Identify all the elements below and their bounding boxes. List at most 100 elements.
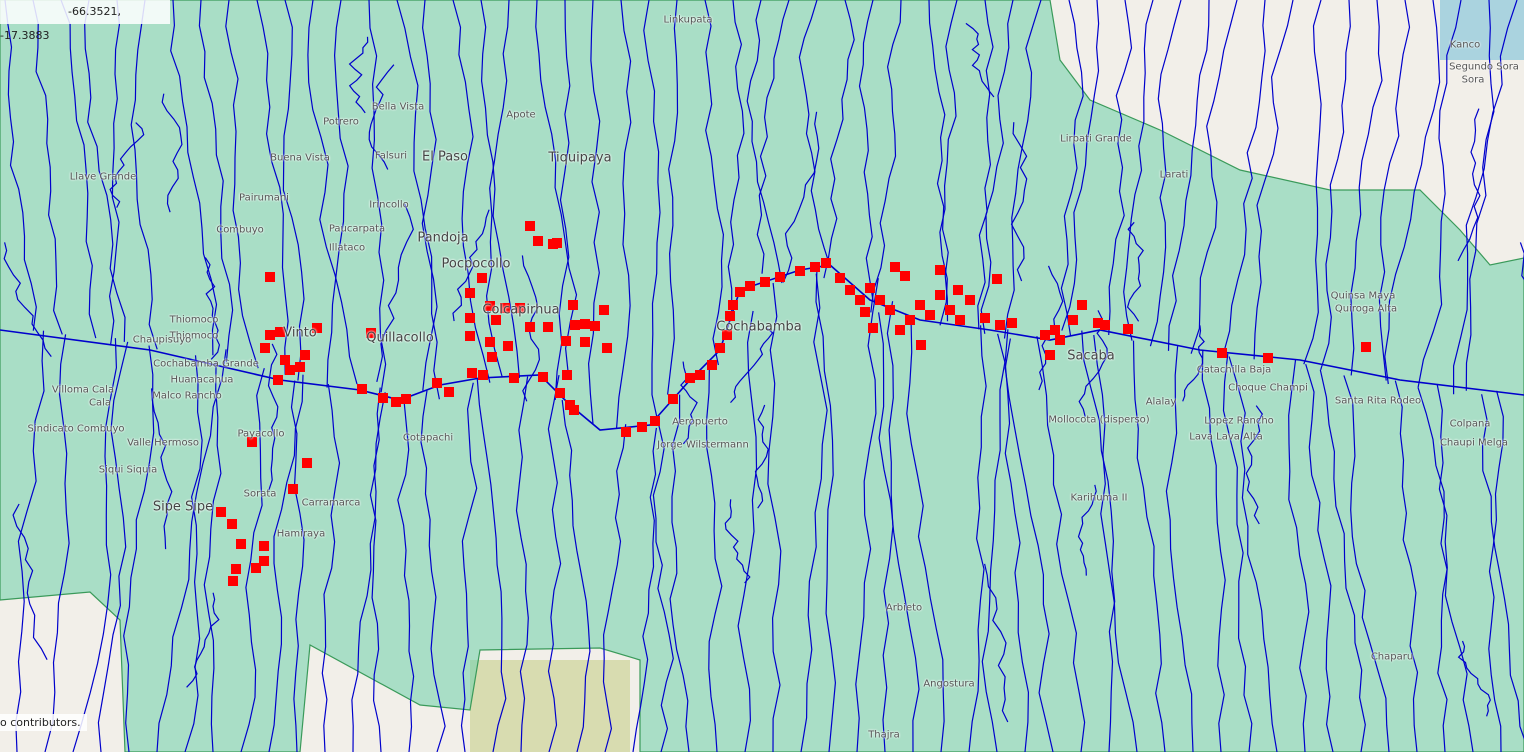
river	[123, 345, 155, 752]
river	[1061, 0, 1100, 331]
point-marker	[722, 330, 732, 340]
river	[60, 0, 97, 339]
river	[800, 273, 828, 752]
river	[476, 377, 507, 752]
point-marker	[925, 310, 935, 320]
river	[204, 257, 221, 360]
point-marker	[1068, 315, 1078, 325]
river	[1060, 0, 1084, 337]
place-label: Quiroga Alta	[1334, 303, 1398, 315]
river	[1457, 108, 1481, 262]
river	[1228, 356, 1278, 752]
point-marker	[810, 262, 820, 272]
point-marker	[715, 343, 725, 353]
place-label: Quillacollo	[366, 330, 434, 346]
river	[667, 0, 679, 395]
river	[705, 364, 723, 752]
river	[186, 592, 220, 688]
river	[161, 93, 183, 213]
place-label: Cotapachi	[402, 432, 454, 444]
river	[724, 499, 751, 584]
river	[1010, 122, 1028, 282]
river	[348, 36, 369, 114]
point-layer	[216, 221, 1371, 586]
place-label: Valle Hermoso	[127, 437, 199, 449]
place-label: Siqui Siquia	[98, 464, 158, 476]
river	[1190, 0, 1238, 354]
point-marker	[275, 327, 285, 337]
river	[730, 327, 774, 404]
point-marker	[1100, 320, 1110, 330]
point-marker	[745, 281, 755, 291]
river	[515, 376, 529, 752]
river	[977, 0, 994, 330]
place-label: Falsuri	[374, 150, 408, 162]
place-label: Irincollo	[369, 199, 409, 211]
place-label: El Paso	[422, 149, 468, 165]
point-marker	[561, 336, 571, 346]
place-label: Sacaba	[1067, 348, 1115, 364]
point-marker	[302, 458, 312, 468]
river	[321, 384, 341, 752]
river	[421, 0, 438, 391]
river	[1123, 0, 1154, 341]
place-label: Aeropuerto	[672, 416, 728, 428]
point-marker	[1077, 300, 1087, 310]
place-label: Combuyo	[216, 224, 264, 236]
point-marker	[280, 355, 290, 365]
river	[632, 427, 657, 752]
point-marker	[265, 272, 275, 282]
place-label: Arbieto	[885, 602, 923, 614]
river	[268, 374, 304, 752]
place-label: Pandoja	[417, 230, 469, 246]
river	[1481, 394, 1524, 740]
point-marker	[1093, 318, 1103, 328]
river	[225, 0, 259, 369]
river	[84, 0, 126, 342]
place-label: Sorata	[243, 488, 277, 500]
river	[198, 0, 234, 362]
point-marker	[487, 352, 497, 362]
river	[798, 0, 831, 268]
point-marker	[465, 313, 475, 323]
river	[602, 424, 627, 752]
point-marker	[525, 221, 535, 231]
place-label: Sindicato Combuyo	[27, 423, 125, 435]
river	[652, 424, 674, 752]
river	[984, 563, 1009, 723]
river	[130, 0, 158, 350]
point-marker	[860, 307, 870, 317]
point-marker	[775, 272, 785, 282]
river	[1093, 334, 1138, 752]
place-label: Cochabamba	[716, 319, 802, 335]
point-marker	[855, 295, 865, 305]
point-marker	[552, 238, 562, 248]
point-marker	[621, 427, 631, 437]
place-label: Thajra	[868, 729, 900, 741]
place-label: Pocpocollo	[441, 256, 511, 272]
point-marker	[227, 519, 237, 529]
river	[767, 282, 782, 752]
place-label: Karihuma II	[1070, 492, 1128, 504]
river	[326, 0, 349, 388]
place-label: Sora	[1461, 74, 1485, 86]
river	[1457, 640, 1491, 717]
river	[587, 0, 601, 425]
place-label: Cochabamba Grande	[153, 358, 259, 370]
point-marker	[1123, 324, 1133, 334]
place-label: Vinto	[283, 325, 317, 341]
river	[746, 0, 783, 284]
place-label: Choque Champi	[1228, 382, 1308, 394]
point-marker	[485, 301, 495, 311]
place-label: Colpana	[1449, 418, 1491, 430]
point-marker	[285, 365, 295, 375]
river	[1222, 0, 1266, 357]
river	[15, 330, 45, 752]
point-marker	[231, 564, 241, 574]
place-label: Sipe Sipe	[152, 499, 214, 515]
river	[815, 267, 837, 752]
place-label: Lava Lava Alta	[1189, 431, 1263, 443]
point-marker	[401, 394, 411, 404]
